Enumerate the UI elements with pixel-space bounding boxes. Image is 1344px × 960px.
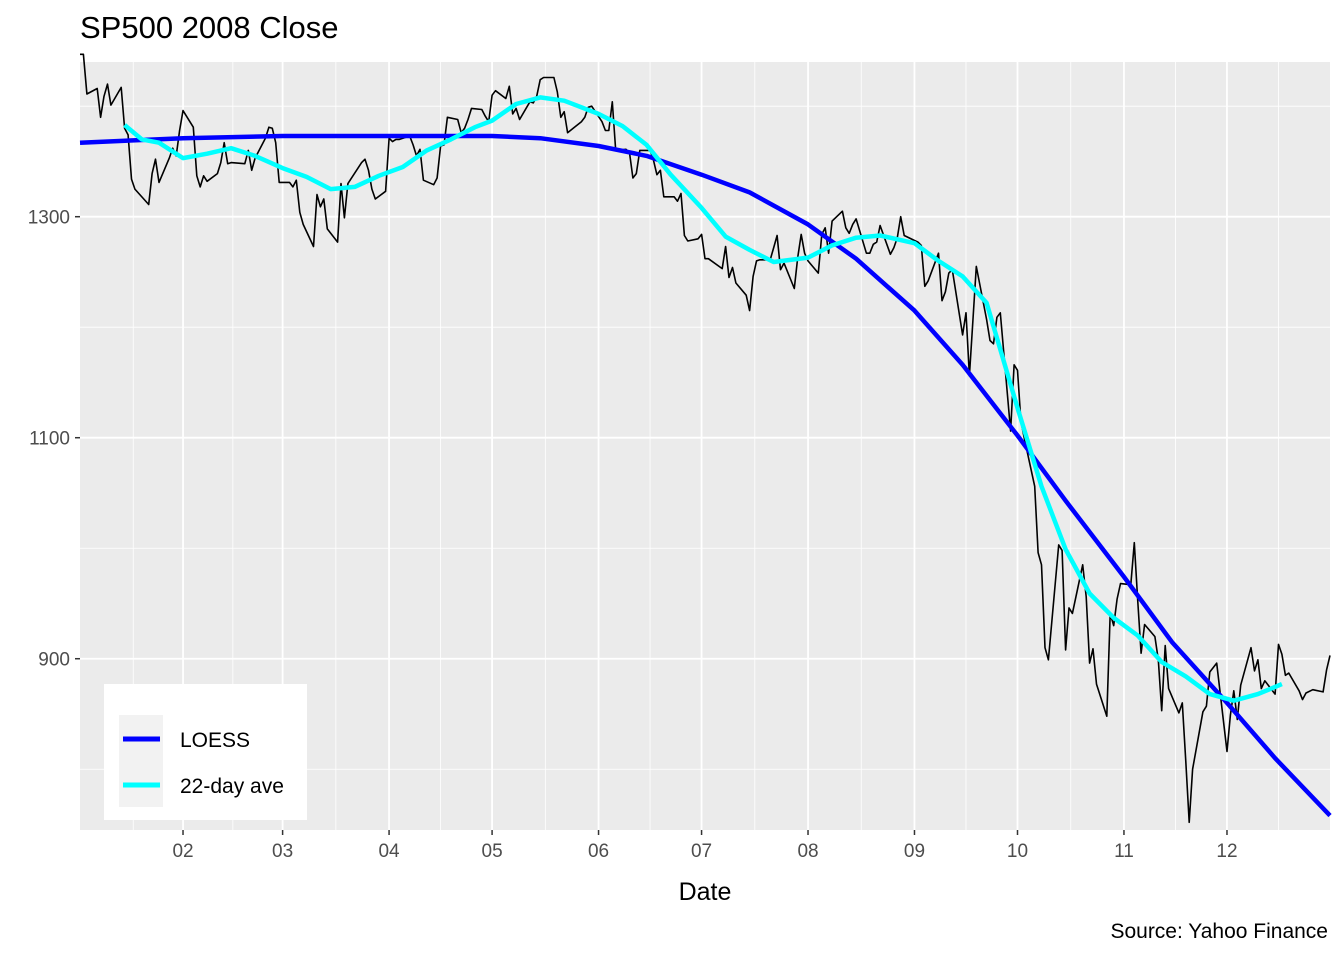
x-axis-title: Date: [679, 878, 732, 906]
x-tick-label: 04: [378, 841, 400, 862]
chart-caption: Source: Yahoo Finance: [1110, 920, 1328, 943]
legend-label: 22-day ave: [180, 775, 284, 798]
x-tick-label: 12: [1216, 841, 1237, 862]
x-tick-label: 06: [588, 841, 609, 862]
close-price-line: [80, 53, 1331, 824]
x-tick-label: 07: [691, 841, 712, 862]
y-tick-label: 900: [38, 650, 70, 671]
x-tick-label: 03: [272, 841, 293, 862]
x-tick-label: 11: [1114, 841, 1134, 862]
x-tick-label: 08: [797, 841, 818, 862]
moving-average-line: [123, 95, 1283, 703]
x-tick-label: 10: [1007, 841, 1028, 862]
legend-label: LOESS: [180, 729, 250, 752]
loess-line: [79, 133, 1332, 818]
y-tick-label: 1100: [29, 429, 70, 450]
x-tick-label: 09: [904, 841, 925, 862]
x-tick-label: 02: [172, 841, 193, 862]
x-tick-label: 05: [482, 841, 503, 862]
y-tick-label: 1300: [28, 208, 70, 229]
chart-title: SP500 2008 Close: [80, 10, 339, 45]
